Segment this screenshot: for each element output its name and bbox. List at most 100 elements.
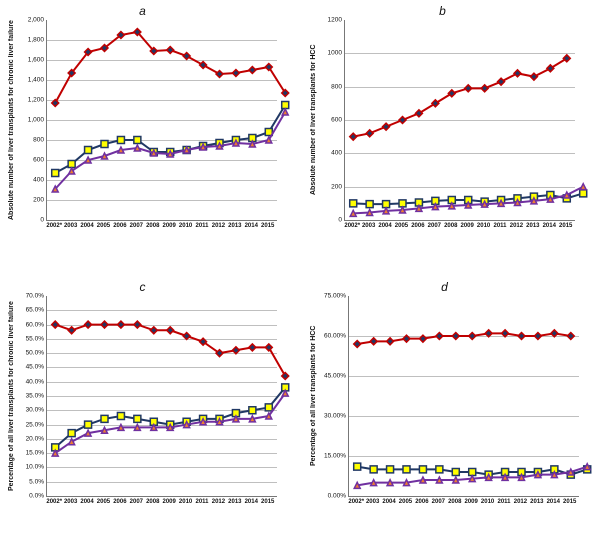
ytick-label: 600 bbox=[331, 117, 342, 124]
marker-purple bbox=[584, 464, 590, 470]
marker-purple bbox=[580, 184, 586, 190]
marker-yellow bbox=[387, 466, 394, 473]
marker-red bbox=[530, 73, 537, 80]
marker-purple bbox=[404, 480, 410, 486]
marker-red bbox=[436, 333, 443, 340]
marker-purple bbox=[420, 477, 426, 483]
marker-yellow bbox=[403, 466, 410, 473]
xtick-label: 2010 bbox=[479, 499, 495, 505]
xtick-label: 2012 bbox=[210, 499, 226, 505]
series-svg-b bbox=[345, 20, 575, 220]
marker-yellow bbox=[117, 413, 124, 420]
marker-yellow bbox=[350, 200, 357, 207]
xtick-label: 2015 bbox=[561, 499, 577, 505]
xtick-label: 2011 bbox=[194, 499, 210, 505]
ytick-label: 400 bbox=[331, 150, 342, 157]
ytick-label: 65.0% bbox=[26, 307, 44, 314]
xtick-label: 2005 bbox=[393, 223, 409, 229]
marker-red bbox=[249, 344, 256, 351]
xtick-label: 2011 bbox=[496, 499, 512, 505]
ytick-label: 200 bbox=[331, 183, 342, 190]
marker-red bbox=[498, 78, 505, 85]
marker-red bbox=[387, 338, 394, 345]
marker-yellow bbox=[52, 170, 59, 177]
xtick-label: 2008 bbox=[145, 223, 161, 229]
xtick-label: 2004 bbox=[381, 499, 397, 505]
xtick-label: 2010 bbox=[177, 499, 193, 505]
ytick-label: 45.00% bbox=[324, 373, 346, 380]
xtick-label: 2003 bbox=[62, 223, 78, 229]
ytick-label: 75.00% bbox=[324, 293, 346, 300]
xtick-label: 2002* bbox=[46, 499, 62, 505]
ytick-label: 15.0% bbox=[26, 450, 44, 457]
marker-yellow bbox=[85, 147, 92, 154]
ylabel-c: Percentage of all liver transplants for … bbox=[8, 296, 18, 496]
marker-red bbox=[465, 85, 472, 92]
xtick-label: 2007 bbox=[430, 499, 446, 505]
panel-title-d: d bbox=[310, 280, 579, 294]
marker-red bbox=[150, 327, 157, 334]
ylabel-d: Percentage of all liver transplants for … bbox=[310, 296, 320, 496]
marker-red bbox=[85, 321, 92, 328]
ytick-label: 1,200 bbox=[28, 97, 44, 104]
marker-yellow bbox=[436, 466, 443, 473]
xtick-label: 2007 bbox=[128, 223, 144, 229]
xtick-label: 2002* bbox=[46, 223, 62, 229]
xtick-label: 2013 bbox=[529, 499, 545, 505]
marker-purple bbox=[134, 145, 140, 151]
xtick-label: 2015 bbox=[259, 223, 275, 229]
panel-title-a: a bbox=[8, 4, 277, 18]
panel-a: aAbsolute number of liver transplants fo… bbox=[8, 4, 277, 229]
ytick-label: 0.0% bbox=[29, 493, 44, 500]
xtick-label: 2008 bbox=[443, 223, 459, 229]
marker-purple bbox=[134, 424, 140, 430]
xlabels-b: 2002*20032004200520062007200820092010201… bbox=[344, 223, 574, 229]
marker-yellow bbox=[354, 463, 361, 470]
xtick-label: 2003 bbox=[364, 499, 380, 505]
xtick-label: 2006 bbox=[112, 223, 128, 229]
ytick-label: 1,000 bbox=[28, 117, 44, 124]
ytick-label: 400 bbox=[33, 177, 44, 184]
plot-area-a: 02004006008001,0001,2001,4001,6001,8002,… bbox=[46, 20, 277, 221]
marker-purple bbox=[118, 147, 124, 153]
xtick-label: 2005 bbox=[397, 499, 413, 505]
marker-red bbox=[383, 123, 390, 130]
series-line-yellow bbox=[55, 387, 285, 447]
marker-purple bbox=[371, 480, 377, 486]
ytick-label: 200 bbox=[33, 197, 44, 204]
marker-purple bbox=[436, 477, 442, 483]
ytick-label: 600 bbox=[33, 157, 44, 164]
marker-yellow bbox=[101, 415, 108, 422]
marker-red bbox=[366, 130, 373, 137]
marker-red bbox=[167, 47, 174, 54]
ytick-label: 30.00% bbox=[324, 413, 346, 420]
xtick-label: 2012 bbox=[210, 223, 226, 229]
xtick-label: 2002* bbox=[348, 499, 364, 505]
marker-yellow bbox=[366, 201, 373, 208]
marker-yellow bbox=[134, 415, 141, 422]
xtick-label: 2006 bbox=[410, 223, 426, 229]
ytick-label: 60.00% bbox=[324, 333, 346, 340]
panel-b: bAbsolute number of liver transplants fo… bbox=[310, 4, 575, 229]
xtick-label: 2014 bbox=[541, 223, 557, 229]
xtick-label: 2003 bbox=[62, 499, 78, 505]
xtick-label: 2003 bbox=[360, 223, 376, 229]
marker-red bbox=[399, 117, 406, 124]
xtick-label: 2010 bbox=[475, 223, 491, 229]
marker-yellow bbox=[419, 466, 426, 473]
xlabels-a: 2002*20032004200520062007200820092010201… bbox=[46, 223, 276, 229]
marker-red bbox=[403, 335, 410, 342]
marker-purple bbox=[387, 480, 393, 486]
ytick-label: 1,400 bbox=[28, 77, 44, 84]
xtick-label: 2008 bbox=[447, 499, 463, 505]
marker-purple bbox=[568, 469, 574, 475]
marker-yellow bbox=[68, 430, 75, 437]
marker-purple bbox=[118, 424, 124, 430]
ytick-label: 800 bbox=[33, 137, 44, 144]
xtick-label: 2010 bbox=[177, 223, 193, 229]
xtick-label: 2009 bbox=[161, 499, 177, 505]
xtick-label: 2007 bbox=[128, 499, 144, 505]
xtick-label: 2002* bbox=[344, 223, 360, 229]
marker-red bbox=[68, 327, 75, 334]
marker-yellow bbox=[580, 190, 587, 197]
